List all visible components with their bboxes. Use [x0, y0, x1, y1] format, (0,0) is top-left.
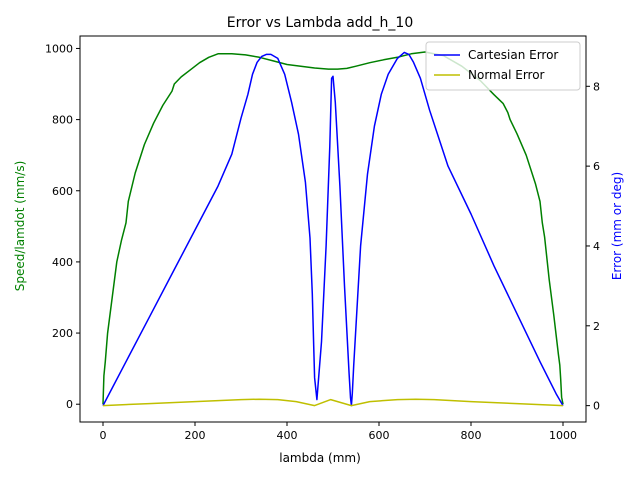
legend-label-normal-error: Normal Error — [468, 68, 545, 82]
x-tick-label: 800 — [461, 429, 482, 442]
y-right-tick-label: 2 — [593, 320, 600, 333]
x-axis-label: lambda (mm) — [279, 451, 361, 465]
x-tick-label: 400 — [277, 429, 298, 442]
y-right-tick-label: 8 — [593, 80, 600, 93]
x-tick-label: 0 — [100, 429, 107, 442]
y-right-tick-label: 4 — [593, 240, 600, 253]
y-left-tick-label: 200 — [52, 327, 73, 340]
y-right-tick-label: 6 — [593, 160, 600, 173]
y-right-tick-label: 0 — [593, 400, 600, 413]
y-left-tick-label: 0 — [66, 398, 73, 411]
y-left-tick-label: 400 — [52, 256, 73, 269]
y-left-tick-label: 600 — [52, 185, 73, 198]
series-line-speed — [102, 51, 564, 405]
legend-label-cartesian-error: Cartesian Error — [468, 48, 558, 62]
series-line-normal-error — [102, 398, 564, 407]
y-axis-left-label: Speed/lamdot (mm/s) — [13, 161, 27, 292]
axes-frame — [79, 35, 587, 423]
series-line-cartesian-error — [102, 51, 564, 407]
x-tick-label: 1000 — [549, 429, 577, 442]
y-axis-right-label: Error (mm or deg) — [610, 172, 624, 280]
chart-title: Error vs Lambda add_h_10 — [227, 15, 413, 31]
plot-area: 0 200 400 600 800 1000 0 200 400 600 800 1000 0 2 4 6 8 C… — [45, 35, 600, 442]
y-left-tick-label: 1000 — [45, 42, 73, 55]
legend-box — [425, 41, 581, 91]
x-tick-label: 600 — [369, 429, 390, 442]
y-left-tick-label: 800 — [52, 114, 73, 127]
x-tick-label: 200 — [185, 429, 206, 442]
